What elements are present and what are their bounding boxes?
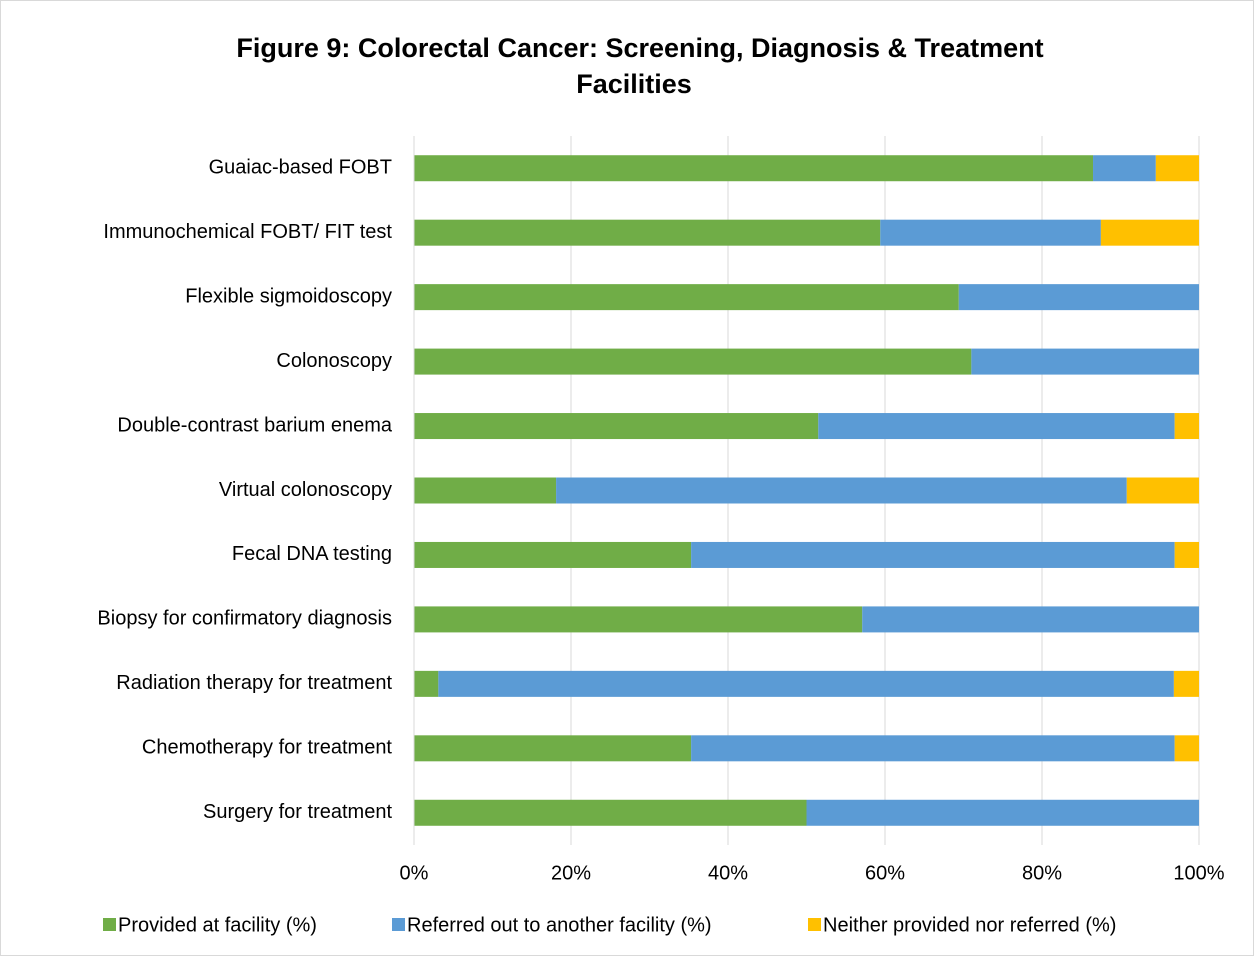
chart-title: Facilities bbox=[576, 69, 692, 99]
bar-segment bbox=[806, 799, 1199, 826]
bar-segment bbox=[414, 348, 972, 375]
x-tick-label: 40% bbox=[708, 862, 748, 884]
y-tick-label: Colonoscopy bbox=[276, 350, 392, 372]
y-tick-label: Biopsy for confirmatory diagnosis bbox=[97, 608, 392, 630]
bar-segment bbox=[414, 284, 959, 311]
bar-segment bbox=[958, 284, 1199, 311]
bar-segment bbox=[414, 155, 1094, 182]
bar-segment bbox=[438, 670, 1174, 697]
bar-segment bbox=[414, 541, 692, 568]
y-tick-label: Fecal DNA testing bbox=[232, 543, 392, 565]
legend-swatch bbox=[808, 918, 821, 931]
bar-segment bbox=[1155, 155, 1199, 182]
bar-segment bbox=[880, 219, 1101, 246]
x-tick-label: 60% bbox=[865, 862, 905, 884]
y-tick-label: Flexible sigmoidoscopy bbox=[185, 285, 392, 307]
bar-segment bbox=[691, 541, 1175, 568]
bar-segment bbox=[414, 735, 692, 762]
y-tick-label: Radiation therapy for treatment bbox=[116, 672, 392, 694]
bar-segment bbox=[1174, 413, 1199, 440]
bar-segment bbox=[862, 606, 1199, 633]
x-tick-label: 20% bbox=[551, 862, 591, 884]
x-tick-label: 80% bbox=[1022, 862, 1062, 884]
legend-label: Neither provided nor referred (%) bbox=[823, 914, 1116, 936]
bar-segment bbox=[691, 735, 1175, 762]
y-tick-label: Surgery for treatment bbox=[203, 801, 392, 823]
bar-segment bbox=[1093, 155, 1156, 182]
y-tick-label: Chemotherapy for treatment bbox=[142, 737, 393, 759]
bar-segment bbox=[1126, 477, 1199, 504]
y-tick-label: Immunochemical FOBT/ FIT test bbox=[103, 221, 392, 243]
bar-segment bbox=[414, 670, 439, 697]
legend-swatch bbox=[103, 918, 116, 931]
bar-segment bbox=[971, 348, 1199, 375]
y-tick-label: Double-contrast barium enema bbox=[117, 414, 392, 436]
y-tick-label: Virtual colonoscopy bbox=[219, 479, 392, 501]
legend-swatch bbox=[392, 918, 405, 931]
y-tick-label: Guaiac-based FOBT bbox=[209, 157, 392, 179]
chart-title: Figure 9: Colorectal Cancer: Screening, … bbox=[236, 33, 1043, 63]
bar-segment bbox=[1100, 219, 1199, 246]
bar-segment bbox=[414, 799, 807, 826]
legend-label: Provided at facility (%) bbox=[118, 914, 317, 936]
bar-segment bbox=[556, 477, 1127, 504]
bar-segment bbox=[1173, 670, 1199, 697]
bar-segment bbox=[414, 606, 863, 633]
x-tick-label: 100% bbox=[1173, 862, 1224, 884]
legend-label: Referred out to another facility (%) bbox=[407, 914, 712, 936]
bar-segment bbox=[1174, 541, 1199, 568]
x-tick-label: 0% bbox=[400, 862, 429, 884]
bar-segment bbox=[1174, 735, 1199, 762]
bar-segment bbox=[414, 477, 557, 504]
bar-segment bbox=[414, 413, 819, 440]
bar-segment bbox=[818, 413, 1175, 440]
bar-segment bbox=[414, 219, 881, 246]
